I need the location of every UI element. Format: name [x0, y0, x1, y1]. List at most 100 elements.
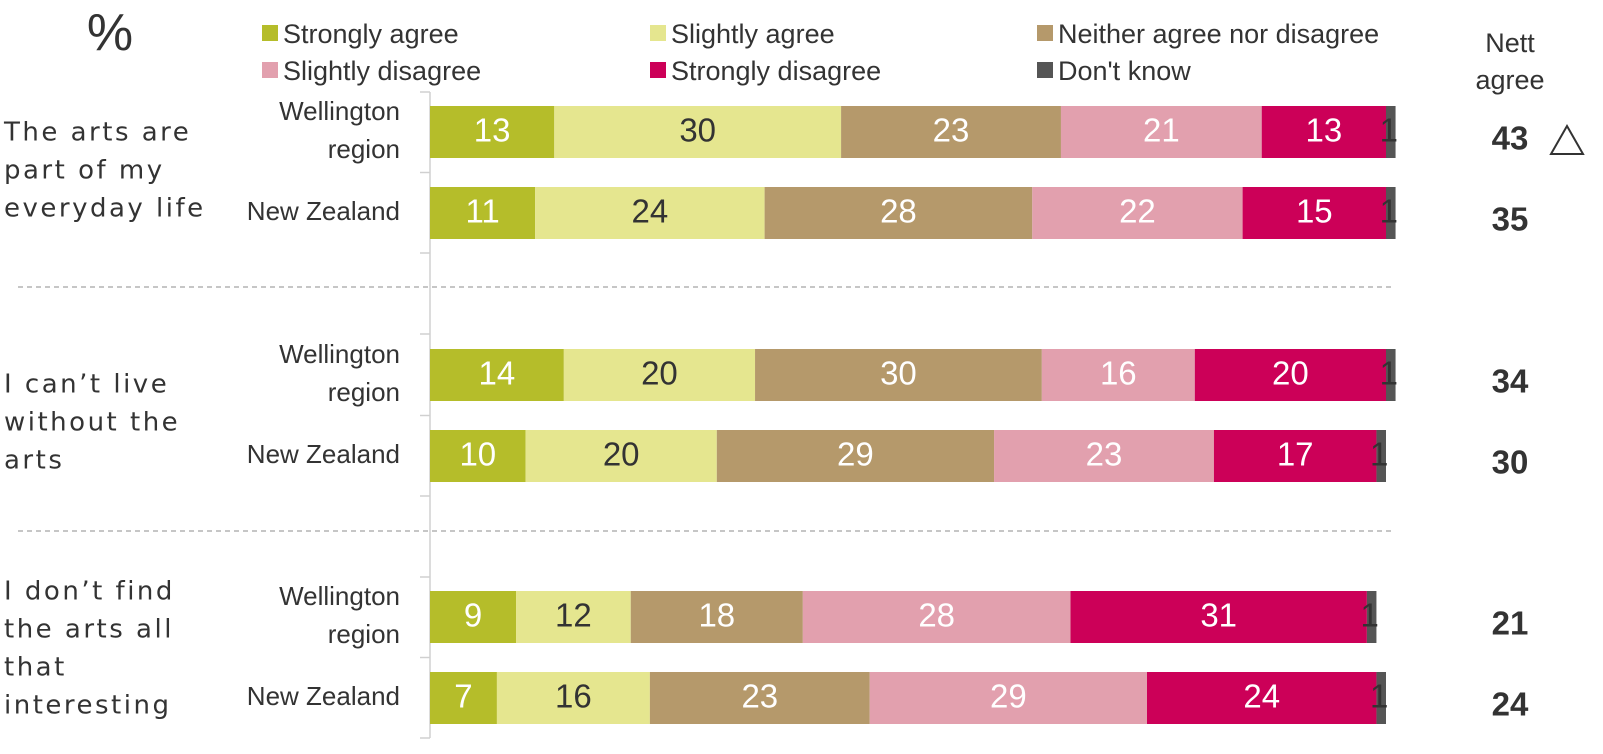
bar-segment-slightly-disagree	[1060, 106, 1262, 158]
row-label: New Zealand	[247, 439, 400, 469]
value-label-strongly-disagree: 20	[1272, 355, 1309, 392]
bar-row-wellington-region: Wellington region 13 30 23 21 13 1	[279, 96, 1398, 164]
legend-label-neither-agree-nor-disagree: Neither agree nor disagree	[1058, 19, 1379, 49]
bar-segment-don-t-know	[1386, 106, 1396, 158]
value-label-don-t-know: 1	[1370, 436, 1388, 473]
value-label-slightly-disagree: 22	[1119, 193, 1156, 230]
nett-agree-values: 43 35 34 30 21 24	[1492, 120, 1585, 723]
value-label-strongly-agree: 14	[479, 355, 516, 392]
value-label-don-t-know: 1	[1380, 112, 1398, 149]
bar-segment-don-t-know	[1376, 672, 1386, 724]
bar-segment-neither-agree-nor-disagree	[630, 591, 803, 643]
legend-swatch-strongly-disagree	[650, 62, 666, 78]
bar-row-new-zealand: New Zealand 10 20 29 23 17 1	[247, 430, 1388, 482]
value-label-slightly-disagree: 23	[1086, 436, 1123, 473]
value-label-slightly-disagree: 21	[1143, 112, 1180, 149]
row-label: Wellington	[279, 581, 400, 611]
nett-agree-value: 30	[1492, 444, 1529, 481]
legend-swatch-strongly-agree	[262, 25, 278, 41]
value-label-strongly-disagree: 24	[1243, 678, 1280, 715]
value-label-strongly-disagree: 15	[1296, 193, 1333, 230]
bar-segment-neither-agree-nor-disagree	[755, 349, 1042, 401]
bar-segment-slightly-agree	[496, 672, 650, 724]
nett-agree-value: 34	[1492, 363, 1529, 400]
category-axis	[420, 91, 431, 739]
value-label-neither-agree-nor-disagree: 30	[880, 355, 917, 392]
value-label-neither-agree-nor-disagree: 23	[741, 678, 778, 715]
legend-swatch-neither-agree-nor-disagree	[1037, 25, 1053, 41]
legend-swatch-don-t-know	[1037, 62, 1053, 78]
row-label: region	[328, 377, 400, 407]
bar-segment-don-t-know	[1376, 430, 1386, 482]
statement-label: the arts all	[4, 615, 174, 645]
significance-triangle-icon	[1549, 123, 1585, 155]
value-label-strongly-agree: 10	[459, 436, 496, 473]
bar-segment-strongly-agree	[430, 430, 526, 482]
bar-segment-slightly-disagree	[1032, 187, 1243, 239]
value-label-don-t-know: 1	[1370, 678, 1388, 715]
bar-segment-don-t-know	[1386, 349, 1396, 401]
statement-label: The arts are	[3, 118, 191, 148]
percent-symbol: %	[87, 4, 133, 62]
nett-agree-header: Nett agree	[1475, 28, 1544, 95]
bar-row-wellington-region: Wellington region 9 12 18 28 31 1	[279, 581, 1379, 649]
chart-legend: Strongly agree Slightly agree Neither agre…	[262, 19, 1379, 86]
bar-segment-neither-agree-nor-disagree	[764, 187, 1033, 239]
legend-label-slightly-agree: Slightly agree	[671, 19, 835, 49]
bar-segment-slightly-disagree	[994, 430, 1214, 482]
statement-labels: The arts are part of my everyday life I can…	[3, 118, 206, 721]
nett-header-line: agree	[1475, 65, 1544, 95]
statement-label: arts	[4, 446, 64, 476]
value-label-slightly-agree: 24	[632, 193, 669, 230]
bar-segment-neither-agree-nor-disagree	[716, 430, 995, 482]
bar-segment-neither-agree-nor-disagree	[841, 106, 1061, 158]
bar-segment-slightly-agree	[516, 591, 631, 643]
statement-label: I can’t live	[4, 370, 169, 400]
statement-label: everyday life	[4, 194, 206, 224]
row-label: region	[328, 134, 400, 164]
bar-segment-don-t-know	[1386, 187, 1396, 239]
value-label-don-t-know: 1	[1380, 355, 1398, 392]
nett-agree-value: 43	[1492, 120, 1529, 157]
bar-segment-strongly-agree	[430, 349, 564, 401]
value-label-slightly-disagree: 29	[990, 678, 1027, 715]
bar-segment-strongly-agree	[430, 672, 497, 724]
bar-segment-neither-agree-nor-disagree	[649, 672, 870, 724]
bar-segment-strongly-agree	[430, 106, 555, 158]
bar-segment-slightly-agree	[535, 187, 765, 239]
value-label-strongly-agree: 7	[454, 678, 472, 715]
statement-label: that	[4, 653, 67, 683]
nett-agree-value: 24	[1492, 686, 1529, 723]
value-label-neither-agree-nor-disagree: 18	[698, 597, 735, 634]
row-label: region	[328, 619, 400, 649]
row-label: New Zealand	[247, 681, 400, 711]
bar-segment-strongly-disagree	[1213, 430, 1377, 482]
row-label: Wellington	[279, 339, 400, 369]
value-label-slightly-agree: 20	[603, 436, 640, 473]
value-label-neither-agree-nor-disagree: 28	[880, 193, 917, 230]
value-label-strongly-disagree: 31	[1200, 597, 1237, 634]
value-label-don-t-know: 1	[1380, 193, 1398, 230]
legend-label-don-t-know: Don't know	[1058, 56, 1191, 86]
value-label-strongly-agree: 11	[465, 193, 499, 230]
bar-segment-strongly-disagree	[1261, 106, 1386, 158]
bar-segment-don-t-know	[1366, 591, 1377, 643]
bar-segment-strongly-disagree	[1070, 591, 1367, 643]
bar-segment-slightly-disagree	[1041, 349, 1195, 401]
value-label-slightly-agree: 30	[679, 112, 716, 149]
bar-segment-slightly-disagree	[869, 672, 1147, 724]
bar-segment-strongly-disagree	[1194, 349, 1386, 401]
statement-label: I don’t find	[4, 577, 175, 607]
value-label-slightly-agree: 12	[555, 597, 592, 634]
legend-label-strongly-disagree: Strongly disagree	[671, 56, 881, 86]
bar-segment-slightly-agree	[525, 430, 717, 482]
statement-label: interesting	[4, 691, 171, 721]
value-label-slightly-agree: 20	[641, 355, 678, 392]
legend-label-slightly-disagree: Slightly disagree	[283, 56, 481, 86]
value-label-slightly-disagree: 16	[1100, 355, 1137, 392]
legend-swatch-slightly-disagree	[262, 62, 278, 78]
value-label-slightly-disagree: 28	[918, 597, 955, 634]
row-label: New Zealand	[247, 196, 400, 226]
